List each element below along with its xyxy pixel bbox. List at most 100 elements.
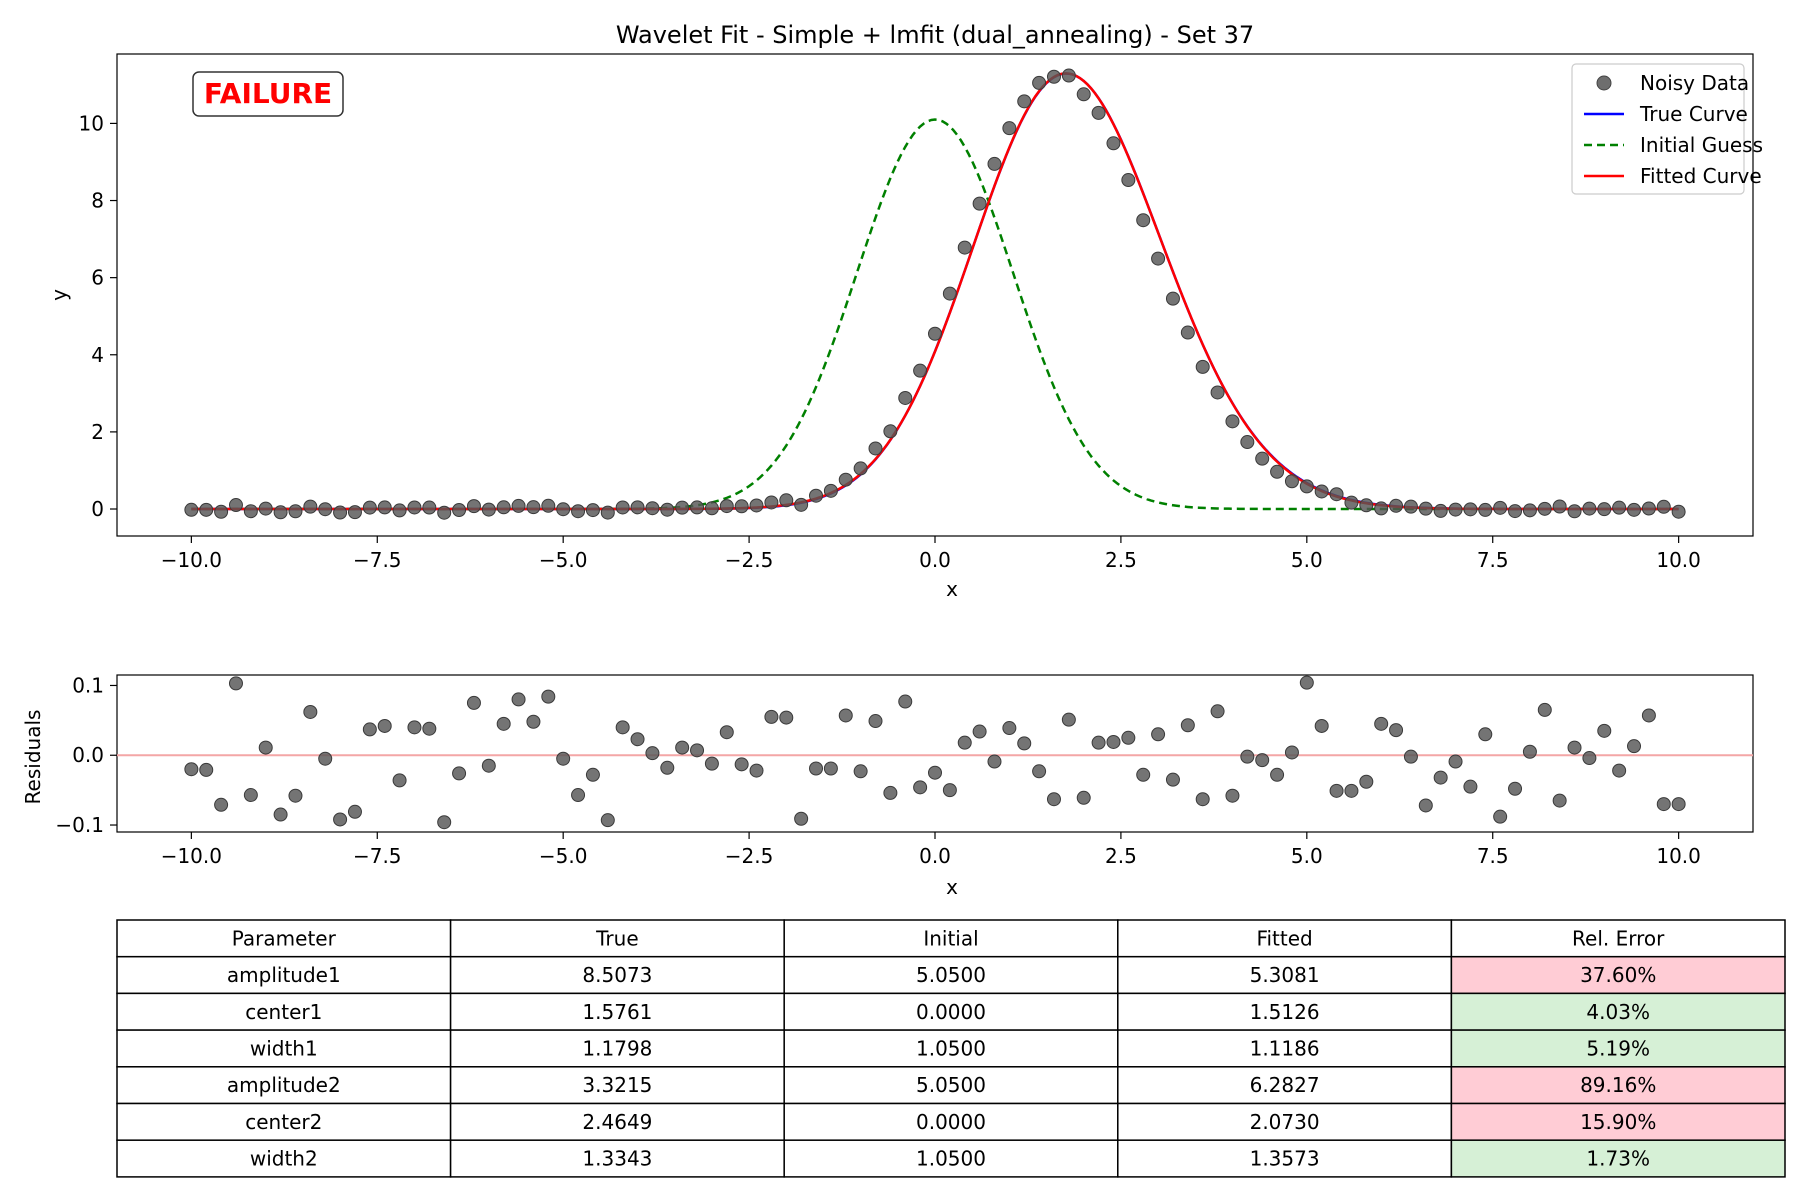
legend-box: [1571, 63, 1745, 195]
noisy-data-point: [1076, 87, 1091, 102]
noisy-data-point: [957, 240, 972, 255]
noisy-data-point: [1017, 94, 1032, 109]
residual-point: [422, 721, 437, 736]
table-cell: [1450, 1139, 1786, 1178]
failure-badge-text: FAILURE: [204, 77, 332, 110]
residual-point: [823, 761, 838, 776]
legend-label-fitted-curve: Fitted Curve: [1640, 164, 1762, 188]
noisy-data-point: [556, 502, 571, 517]
table-cell-value: 1.3343: [582, 1147, 652, 1171]
residual-point: [258, 740, 273, 755]
residual-point: [1627, 739, 1642, 754]
table-cell: [449, 992, 785, 1031]
residual-point: [1255, 753, 1270, 768]
residual-point: [704, 756, 719, 771]
noisy-data-point: [1225, 414, 1240, 429]
noisy-data-point: [1359, 498, 1374, 513]
table-cell-value: 0.0000: [916, 1110, 986, 1134]
main-plot: Wavelet Fit - Simple + lmfit (dual_annea…: [47, 21, 1763, 601]
noisy-data-point: [913, 363, 928, 378]
residual-point: [585, 767, 600, 782]
residual-point: [1091, 735, 1106, 750]
table-header-cell: [783, 919, 1119, 958]
residual-point: [690, 743, 705, 758]
noisy-data-point: [347, 505, 362, 520]
residuals-y-label: Residuals: [21, 710, 45, 805]
noisy-data-point: [288, 504, 303, 519]
table-cell-value: 0.0000: [916, 1000, 986, 1024]
residual-point: [1076, 790, 1091, 805]
noisy-data-point: [541, 498, 556, 513]
noisy-data-point: [1508, 504, 1523, 519]
noisy-data-point: [868, 441, 883, 456]
residuals-x-axis: −10.0 −7.5 −5.0 −2.5 0.0 2.5 5.0 7.5 10.0: [161, 832, 1701, 868]
noisy-data-point: [1046, 69, 1061, 84]
noisy-data-point: [214, 504, 229, 519]
residuals-x-tick-label: 10.0: [1656, 844, 1701, 868]
noisy-data-point: [1448, 502, 1463, 517]
residual-point: [377, 718, 392, 733]
noisy-data-point: [823, 483, 838, 498]
table-cell-value: 1.0500: [916, 1147, 986, 1171]
noisy-data-point: [1552, 499, 1567, 514]
residual-point: [1210, 704, 1225, 719]
table-cell: [116, 955, 452, 995]
noisy-data-point: [942, 286, 957, 301]
table-cell-value: 1.0500: [916, 1036, 986, 1060]
main-y-tick-label: 0: [91, 497, 104, 521]
residual-point: [898, 694, 913, 709]
residual-point: [1061, 712, 1076, 727]
residuals-y-tick-label: −0.1: [55, 813, 104, 837]
table-cell: [449, 1102, 785, 1141]
table-cell: [449, 1139, 785, 1178]
residual-point: [556, 751, 571, 766]
main-x-tick-label: −7.5: [353, 548, 402, 572]
residuals-x-tick-label: −5.0: [539, 844, 588, 868]
table-cell-value: 89.16%: [1580, 1073, 1656, 1097]
noisy-data-point: [1582, 501, 1597, 516]
noisy-data-point: [496, 500, 511, 515]
table-cell: [783, 955, 1119, 995]
residual-point: [1463, 779, 1478, 794]
noisy-data-point: [1641, 501, 1656, 516]
noisy-data-point: [303, 499, 318, 514]
table-cell-value: amplitude2: [227, 1073, 341, 1097]
noisy-data-point: [645, 501, 660, 516]
noisy-data-point: [1493, 500, 1508, 515]
residual-point: [1180, 718, 1195, 733]
residual-point: [675, 740, 690, 755]
noisy-data-point: [1195, 359, 1210, 374]
residual-point: [1656, 797, 1671, 812]
residual-point: [1374, 716, 1389, 731]
main-x-label: x: [946, 577, 958, 601]
residual-point: [347, 804, 362, 819]
noisy-data-point: [258, 501, 273, 516]
legend-label-true-curve: True Curve: [1639, 102, 1748, 126]
main-y-tick-label: 10: [79, 111, 104, 135]
table-cell: [1450, 1029, 1786, 1068]
residual-point: [928, 765, 942, 780]
noisy-data-point: [228, 498, 243, 513]
main-y-axis: 0 2 4 6 8 10: [79, 111, 117, 521]
table-cell-value: 1.1186: [1250, 1036, 1320, 1060]
noisy-data-point: [779, 493, 794, 508]
residual-point: [1329, 783, 1344, 798]
noisy-data-point: [1597, 502, 1612, 517]
table-header-label: Initial: [923, 926, 978, 950]
residual-point: [1671, 797, 1686, 812]
table-cell-value: 15.90%: [1580, 1110, 1656, 1134]
residuals-x-tick-label: −2.5: [725, 844, 774, 868]
noisy-data-point: [362, 500, 377, 515]
parameter-table: Parameter True Initial Fitted Rel. Error ampl…: [116, 919, 1786, 1178]
noisy-data-point: [1478, 502, 1493, 517]
residual-point: [571, 788, 586, 803]
noisy-data-point: [1612, 500, 1627, 515]
residual-point: [913, 780, 928, 795]
noisy-data-point: [1180, 325, 1195, 340]
residual-point: [987, 754, 1002, 769]
residuals-x-tick-label: 0.0: [919, 844, 951, 868]
main-y-tick-label: 6: [91, 266, 104, 290]
residual-point: [1344, 783, 1359, 798]
residual-point: [1418, 798, 1433, 813]
noisy-data-point: [1389, 498, 1404, 513]
